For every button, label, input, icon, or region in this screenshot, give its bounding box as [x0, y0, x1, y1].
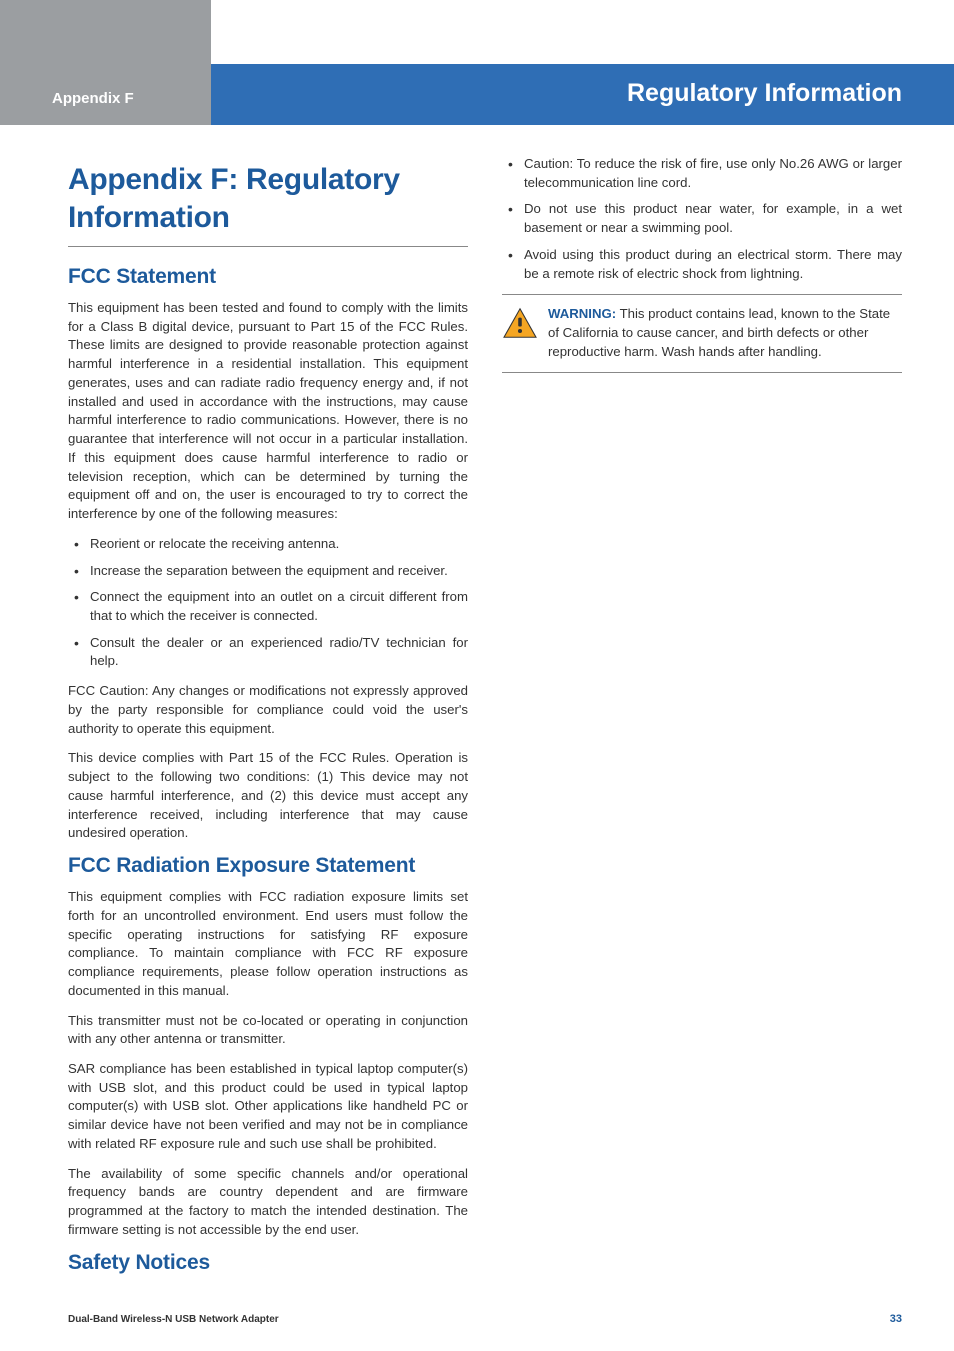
fcc-radiation-p1: This equipment complies with FCC radiati… — [68, 888, 468, 1000]
list-item: Do not use this product near water, for … — [502, 200, 902, 237]
list-item: Caution: To reduce the risk of fire, use… — [502, 155, 902, 192]
list-item: Avoid using this product during an elect… — [502, 246, 902, 283]
header-title: Regulatory Information — [627, 79, 902, 108]
page-header: Appendix F Regulatory Information — [0, 0, 954, 125]
warning-icon — [502, 307, 538, 339]
safety-bullets: Caution: To reduce the risk of fire, use… — [502, 155, 902, 283]
warning-label: WARNING: — [548, 306, 616, 321]
fcc-statement-heading: FCC Statement — [68, 265, 468, 289]
safety-heading: Safety Notices — [68, 1251, 468, 1275]
warning-text-block: WARNING: This product contains lead, kno… — [548, 305, 902, 361]
appendix-label: Appendix F — [52, 90, 134, 107]
fcc-statement-p1: This equipment has been tested and found… — [68, 299, 468, 524]
list-item: Reorient or relocate the receiving anten… — [68, 535, 468, 554]
fcc-statement-p3: This device complies with Part 15 of the… — [68, 749, 468, 843]
fcc-radiation-p2: This transmitter must not be co-located … — [68, 1012, 468, 1049]
fcc-radiation-p4: The availability of some specific channe… — [68, 1165, 468, 1240]
fcc-radiation-p3: SAR compliance has been established in t… — [68, 1060, 468, 1154]
main-title: Appendix F: Regulatory Information — [68, 161, 468, 247]
fcc-radiation-heading: FCC Radiation Exposure Statement — [68, 854, 468, 878]
fcc-statement-bullets: Reorient or relocate the receiving anten… — [68, 535, 468, 671]
list-item: Consult the dealer or an experienced rad… — [68, 634, 468, 671]
footer-product-name: Dual-Band Wireless-N USB Network Adapter — [68, 1314, 279, 1325]
warning-box: WARNING: This product contains lead, kno… — [502, 294, 902, 372]
fcc-statement-p2: FCC Caution: Any changes or modification… — [68, 682, 468, 738]
footer-page-number: 33 — [890, 1313, 902, 1325]
list-item: Increase the separation between the equi… — [68, 562, 468, 581]
list-item: Connect the equipment into an outlet on … — [68, 588, 468, 625]
page-content: Appendix F: Regulatory Information FCC S… — [68, 155, 902, 1296]
